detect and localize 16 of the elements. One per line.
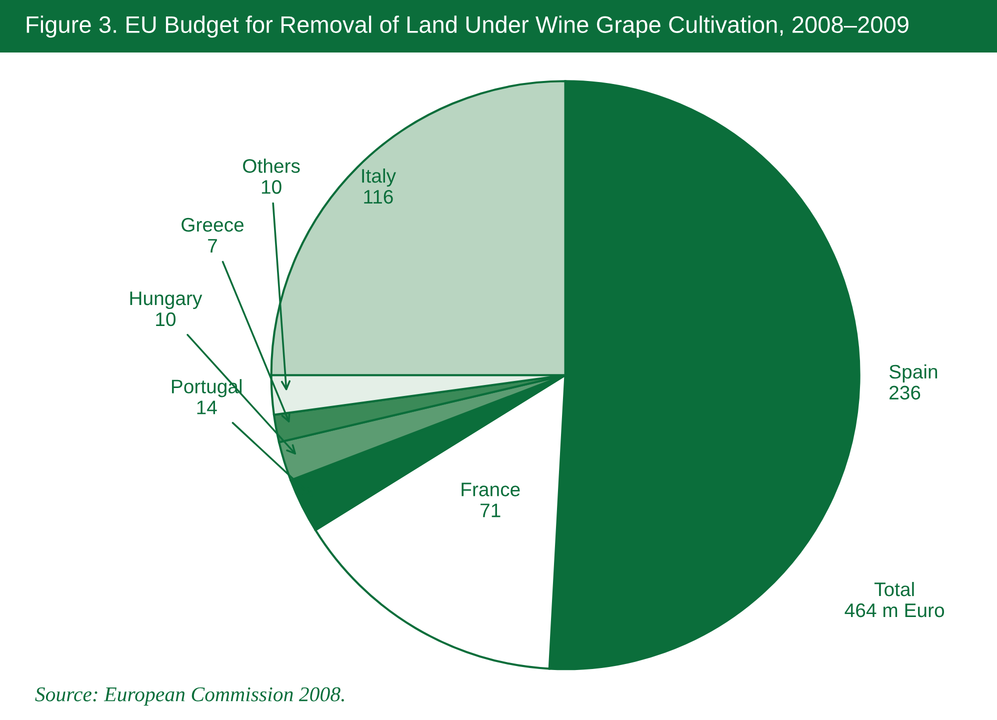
source-note: Source: European Commission 2008. [35, 687, 344, 706]
data-label: 10 [156, 312, 176, 326]
data-label: 116 [364, 190, 393, 204]
slice-label: Greece [182, 218, 244, 232]
slice-label: Italy [362, 168, 396, 187]
data-label: 14 [197, 400, 217, 414]
data-label: 7 [208, 239, 217, 252]
slice-label: Hungary [130, 292, 202, 310]
text: Total 464 m Euro [844, 582, 944, 618]
data-label: 71 [480, 504, 500, 518]
chart-title: Figure 3. EU Budget for Removal of Land Under Wine Grape Cultivation, 2008–2009 [26, 16, 908, 38]
slice-label: Others [243, 158, 300, 173]
slice-label: Spain [889, 364, 938, 382]
data-label: 236 [890, 386, 920, 400]
data-label: 10 [262, 180, 282, 194]
slice-label: France [462, 482, 520, 496]
